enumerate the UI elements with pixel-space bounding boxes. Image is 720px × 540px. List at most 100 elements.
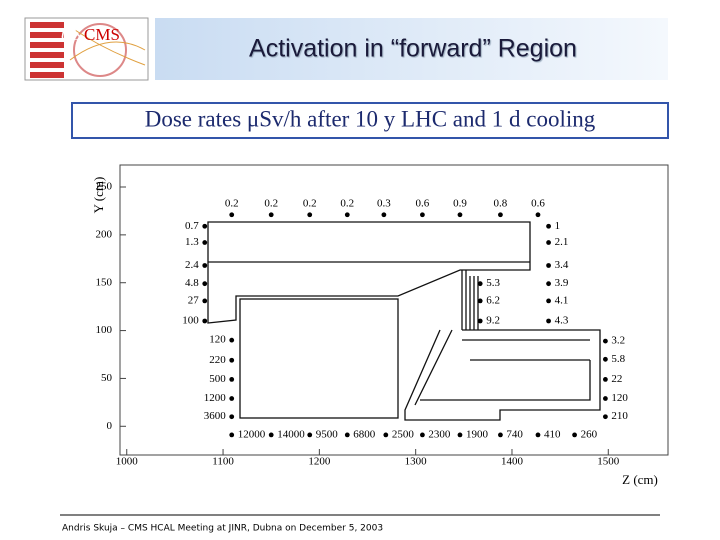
dose-point — [383, 432, 389, 438]
dose-label: 260 — [581, 428, 598, 440]
x-tick-label: 1000 — [116, 456, 139, 468]
dose-label: 1 — [555, 220, 561, 232]
dose-label: 9500 — [316, 428, 339, 440]
outline-lower — [404, 329, 601, 421]
detector-outline — [207, 221, 601, 421]
chart-title: Dose rates μSv/h after 10 y LHC and 1 d … — [145, 106, 596, 131]
dose-point — [202, 318, 208, 324]
dose-label: 2300 — [428, 428, 451, 440]
dose-point — [477, 281, 483, 287]
dose-point — [546, 281, 551, 287]
dose-point — [420, 432, 425, 438]
plot-frame — [119, 164, 669, 456]
y-tick-label: 0 — [107, 420, 113, 432]
dose-label: 5.3 — [486, 277, 500, 289]
dose-label: 0.6 — [416, 197, 430, 209]
dose-point — [420, 212, 425, 218]
dose-point — [307, 212, 313, 218]
dose-label: 410 — [544, 428, 561, 440]
dose-label: 120 — [209, 334, 226, 346]
subtitle-box — [71, 102, 669, 139]
dose-point — [477, 318, 483, 324]
dose-point — [546, 318, 551, 324]
logo-ring — [73, 23, 127, 77]
outline-upper — [207, 221, 531, 324]
dose-point — [546, 240, 551, 245]
dose-point — [546, 223, 551, 229]
logo: US CMS — [24, 17, 149, 81]
dose-label: 0.7 — [185, 220, 199, 232]
dose-point — [344, 432, 350, 438]
dose-label: 0.8 — [494, 197, 508, 209]
x-tick-label: 1100 — [212, 456, 234, 468]
dose-label: 3.4 — [555, 259, 569, 271]
dose-point — [229, 432, 235, 438]
y-tick-label: 250 — [96, 181, 113, 193]
x-tick-label: 1500 — [597, 456, 620, 468]
dose-label: 1900 — [466, 428, 489, 440]
y-tick-label: 200 — [96, 228, 113, 240]
dose-point — [229, 396, 235, 401]
y-tick-label: 100 — [96, 324, 113, 336]
dose-point — [229, 337, 235, 343]
dose-point — [602, 396, 608, 401]
dose-point — [602, 356, 608, 362]
dose-label: 6.2 — [486, 294, 500, 306]
outline-block — [239, 298, 399, 419]
dose-label: 3600 — [204, 410, 227, 422]
footer: Andris Skuja – CMS HCAL Meeting at JINR,… — [62, 524, 383, 534]
dose-label: 2.1 — [555, 236, 569, 248]
dose-label: 0.2 — [340, 197, 354, 209]
dose-label: 12000 — [238, 428, 266, 440]
dose-label: 2500 — [392, 428, 415, 440]
dose-label: 2.4 — [185, 259, 199, 271]
dose-point — [344, 212, 350, 218]
x-tick-label: 1400 — [501, 456, 524, 468]
dose-label: 0.6 — [531, 197, 545, 209]
dose-point — [457, 432, 463, 438]
dose-point — [202, 240, 208, 245]
dose-label: 120 — [611, 392, 628, 404]
logo-cms: CMS — [84, 25, 120, 44]
dose-point — [546, 298, 551, 304]
logo-stripes — [30, 28, 64, 72]
dose-point — [202, 298, 208, 304]
y-tick-label: 150 — [96, 276, 113, 288]
dose-label: 210 — [611, 410, 628, 422]
dose-label: 6800 — [353, 428, 376, 440]
dose-point — [602, 376, 608, 382]
dose-label: 1.3 — [185, 236, 199, 248]
dose-point — [477, 298, 483, 304]
x-axis-label: Z (cm) — [622, 472, 658, 487]
dose-label: 1200 — [204, 392, 227, 404]
dose-label: 0.9 — [453, 197, 467, 209]
slide-title: Activation in “forward” Region — [249, 35, 577, 63]
dose-point — [268, 212, 274, 218]
y-tick-label: 50 — [101, 372, 113, 384]
dose-point — [572, 432, 577, 438]
dose-label: 0.3 — [377, 197, 391, 209]
x-tick-label: 1200 — [308, 456, 331, 468]
dose-point — [535, 432, 541, 438]
dose-label: 9.2 — [486, 315, 500, 327]
x-tick-label: 1300 — [405, 456, 428, 468]
dose-label: 740 — [506, 428, 523, 440]
dose-point — [457, 212, 463, 218]
logo-tracks — [69, 29, 146, 66]
dose-point — [307, 432, 313, 438]
outline-tubes — [461, 270, 479, 330]
dose-point — [602, 338, 608, 344]
dose-point — [202, 281, 208, 287]
dose-label: 4.8 — [185, 277, 199, 289]
dose-label: 27 — [188, 294, 200, 306]
dose-label: 220 — [209, 354, 226, 366]
dose-label: 4.3 — [555, 315, 569, 327]
dose-point — [546, 263, 551, 268]
dose-label: 100 — [182, 315, 199, 327]
dose-point — [535, 212, 541, 218]
dose-label: 3.9 — [555, 277, 569, 289]
dose-point — [229, 212, 235, 218]
dose-point — [498, 432, 503, 438]
dose-point — [229, 376, 235, 382]
